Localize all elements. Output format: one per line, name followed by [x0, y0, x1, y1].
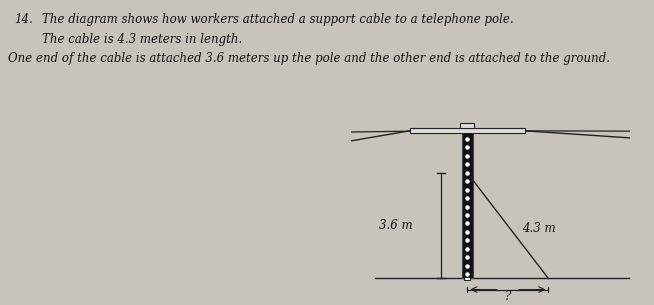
Text: 14.: 14. — [14, 13, 33, 26]
Text: The cable is 4.3 meters in length.: The cable is 4.3 meters in length. — [42, 33, 242, 46]
Text: One end of the cable is attached 3.6 meters up the pole and the other end is att: One end of the cable is attached 3.6 met… — [8, 52, 610, 65]
Text: ?: ? — [505, 290, 511, 303]
Text: 3.6 m: 3.6 m — [379, 219, 413, 232]
Text: The diagram shows how workers attached a support cable to a telephone pole.: The diagram shows how workers attached a… — [42, 13, 513, 26]
Bar — [464, 277, 470, 280]
Text: 4.3 m: 4.3 m — [523, 222, 556, 235]
Bar — [409, 128, 525, 134]
Bar — [460, 123, 474, 128]
Bar — [462, 126, 473, 278]
